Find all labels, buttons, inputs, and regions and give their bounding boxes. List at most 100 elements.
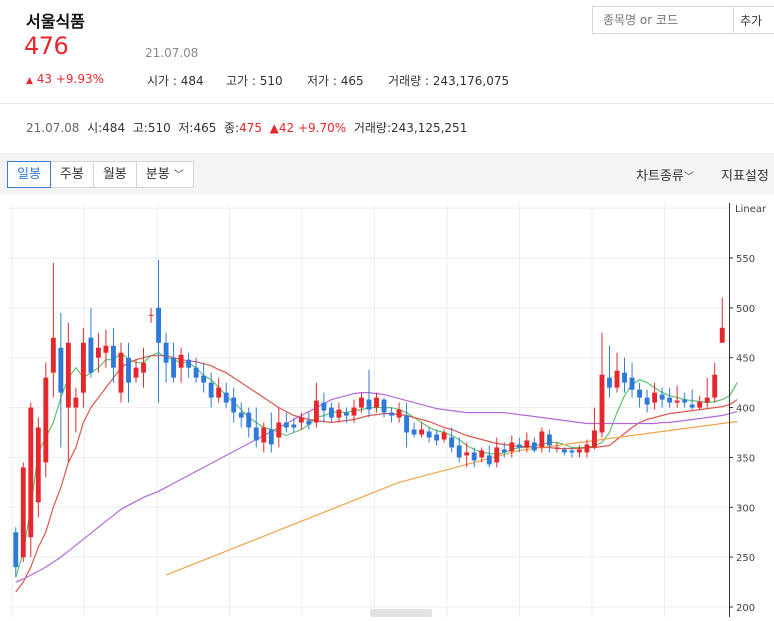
- candle-body: [614, 370, 620, 388]
- candle: [494, 437, 500, 468]
- candle-body: [441, 432, 447, 440]
- chart-type-dropdown[interactable]: 차트종류﹀: [636, 169, 694, 184]
- candle-body: [501, 449, 507, 453]
- candlestick-chart[interactable]: Linear 200 250 300 350 400 450 500 550: [0, 195, 774, 617]
- candle: [479, 447, 485, 463]
- candle-body: [659, 394, 665, 400]
- candle-body: [426, 431, 432, 438]
- candle-body: [637, 389, 643, 398]
- candle-body: [689, 404, 695, 408]
- candles: [13, 259, 725, 578]
- y-axis: Linear 200 250 300 350 400 450 500 550: [370, 203, 767, 617]
- chart-area[interactable]: Linear 200 250 300 350 400 450 500 550: [0, 195, 774, 617]
- candle: [434, 429, 440, 446]
- candle: [381, 397, 387, 418]
- candle: [20, 462, 26, 563]
- search-input[interactable]: [592, 6, 734, 34]
- candle-body: [561, 449, 567, 453]
- candle-body: [667, 397, 673, 403]
- candle-body: [434, 434, 440, 441]
- candle: [697, 395, 703, 410]
- candle-body: [148, 314, 154, 316]
- candle-body: [464, 452, 470, 456]
- summary-open: 484: [102, 121, 126, 135]
- y-tick-label: 500: [736, 304, 755, 315]
- candle-body: [163, 342, 169, 363]
- candle: [464, 442, 470, 468]
- candle: [156, 259, 162, 403]
- candle: [111, 327, 116, 383]
- stock-name: 서울식품: [26, 12, 85, 31]
- candle-body: [607, 377, 612, 388]
- summary-low: 465: [193, 121, 217, 135]
- candle: [592, 407, 597, 450]
- ma-line-ma5: [15, 351, 738, 578]
- candle: [652, 382, 658, 410]
- chart-toolbar: 일봉 주봉 월봉 분봉 ﹀ 차트종류﹀ 지표설정: [0, 153, 774, 195]
- add-button[interactable]: 추가: [734, 6, 774, 34]
- ma-line-ma60: [15, 392, 738, 583]
- candle: [426, 427, 432, 443]
- candle: [28, 402, 34, 558]
- candle-body: [178, 354, 184, 368]
- candle: [43, 362, 49, 478]
- candle-body: [103, 345, 109, 353]
- scroll-handle: [370, 609, 432, 617]
- candle: [516, 437, 522, 453]
- quote-date: 21.07.08: [145, 46, 199, 60]
- candle-body: [531, 442, 537, 451]
- candle: [501, 442, 507, 458]
- candle: [201, 362, 207, 393]
- candle: [419, 422, 425, 438]
- candle: [231, 387, 237, 423]
- indicator-settings-button[interactable]: 지표설정: [721, 169, 769, 184]
- candle-body: [28, 407, 34, 538]
- candle: [614, 352, 620, 393]
- candle: [396, 402, 402, 423]
- candle-body: [50, 337, 56, 373]
- candle: [411, 422, 417, 438]
- candle-body: [351, 407, 357, 416]
- chevron-down-icon: ﹀: [173, 170, 184, 181]
- candle-body: [366, 399, 372, 410]
- summary-high: 510: [147, 121, 171, 135]
- summary-date: 21.07.08: [26, 121, 80, 135]
- chart-grid: [8, 205, 728, 617]
- candle-body: [546, 434, 552, 446]
- candle-body: [644, 397, 650, 405]
- tab-minute[interactable]: 분봉 ﹀: [135, 161, 194, 188]
- candle: [88, 307, 94, 378]
- candle-body: [344, 412, 349, 416]
- candle-body: [682, 399, 688, 403]
- candle-body: [313, 400, 319, 423]
- candle: [171, 342, 177, 383]
- tab-weekly[interactable]: 주봉: [49, 161, 94, 188]
- candle: [216, 377, 222, 403]
- candle: [35, 417, 41, 518]
- candle-body: [622, 372, 627, 383]
- y-tick-label: 300: [736, 503, 755, 514]
- candle: [674, 385, 680, 408]
- candle: [238, 402, 244, 428]
- period-tabs: 일봉 주봉 월봉 분봉 ﹀: [7, 161, 194, 188]
- candle: [667, 387, 673, 408]
- candle-body: [238, 412, 244, 418]
- candle-body: [193, 367, 199, 378]
- candle: [546, 429, 552, 453]
- candle: [449, 427, 455, 453]
- candle-body: [652, 392, 658, 403]
- up-arrow-icon: ▲: [26, 76, 33, 86]
- candle-body: [58, 347, 64, 393]
- summary-volume: 243,125,251: [390, 121, 468, 135]
- tab-daily[interactable]: 일봉: [7, 161, 51, 188]
- candle: [629, 362, 635, 398]
- candle: [253, 407, 259, 448]
- tab-monthly[interactable]: 월봉: [92, 161, 137, 188]
- candle-body: [584, 444, 590, 453]
- candle-body: [20, 467, 26, 558]
- candle-body: [216, 387, 222, 398]
- candle: [366, 369, 372, 418]
- candle-body: [404, 415, 410, 433]
- candle: [223, 382, 229, 408]
- candle: [313, 382, 319, 428]
